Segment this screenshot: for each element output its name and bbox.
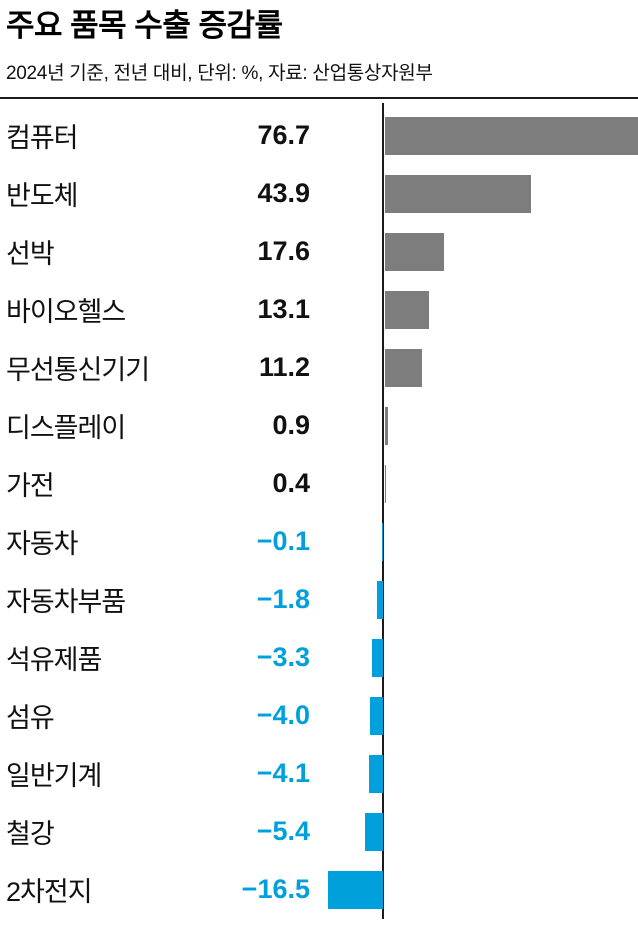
value-label: −5.4 — [256, 816, 310, 847]
value-label: −4.1 — [256, 758, 310, 789]
category-label: 자동차부품 — [6, 587, 126, 618]
zero-axis-line — [382, 102, 384, 919]
chart-row: 컴퓨터 76.7 — [0, 107, 638, 165]
bar-track — [310, 455, 638, 513]
chart-row: 자동차 −0.1 — [0, 513, 638, 571]
chart-subtitle: 2024년 기준, 전년 대비, 단위: %, 자료: 산업통상자원부 — [6, 62, 433, 84]
bar-track — [310, 165, 638, 223]
chart-title: 주요 품목 수출 증감률 — [6, 8, 283, 43]
value-label: 0.4 — [272, 468, 310, 499]
positive-bar — [385, 464, 387, 503]
negative-bar — [377, 580, 383, 619]
bar-track — [310, 861, 638, 919]
bar-track — [310, 513, 638, 571]
category-label: 디스플레이 — [6, 413, 126, 444]
chart-row: 선박 17.6 — [0, 223, 638, 281]
chart-row: 무선통신기기 11.2 — [0, 339, 638, 397]
header-divider — [0, 96, 638, 99]
bar-track — [310, 745, 638, 803]
bar-track — [310, 397, 638, 455]
value-label: −3.3 — [256, 642, 310, 673]
bar-track — [310, 107, 638, 165]
value-label: 43.9 — [257, 178, 310, 209]
positive-bar — [385, 116, 638, 155]
bar-track — [310, 629, 638, 687]
positive-bar — [385, 348, 423, 387]
negative-bar — [382, 522, 383, 561]
category-label: 일반기계 — [6, 761, 102, 792]
negative-bar — [372, 638, 383, 677]
category-label: 바이오헬스 — [6, 297, 126, 328]
chart-row: 2차전지 −16.5 — [0, 861, 638, 919]
positive-bar — [385, 232, 444, 271]
chart-row: 바이오헬스 13.1 — [0, 281, 638, 339]
category-label: 2차전지 — [6, 877, 93, 908]
value-label: 76.7 — [257, 120, 310, 151]
value-label: 11.2 — [258, 352, 310, 383]
category-label: 무선통신기기 — [6, 355, 150, 386]
bar-track — [310, 223, 638, 281]
category-label: 컴퓨터 — [6, 123, 79, 154]
category-label: 자동차 — [6, 529, 79, 560]
chart-row: 가전 0.4 — [0, 455, 638, 513]
bar-track — [310, 571, 638, 629]
value-label: −4.0 — [256, 700, 310, 731]
chart-row: 일반기계 −4.1 — [0, 745, 638, 803]
value-label: −0.1 — [256, 526, 310, 557]
positive-bar — [385, 174, 531, 213]
chart-row: 자동차부품 −1.8 — [0, 571, 638, 629]
chart-rows: 컴퓨터 76.7 반도체 43.9 선박 17.6 바이오헬스 13.1 무선통신기기 11.2 디… — [0, 107, 638, 919]
chart-header: 주요 품목 수출 증감률 2024년 기준, 전년 대비, 단위: %, 자료:… — [0, 0, 638, 85]
value-label: 13.1 — [257, 294, 310, 325]
negative-bar — [328, 870, 383, 909]
chart-row: 디스플레이 0.9 — [0, 397, 638, 455]
bar-track — [310, 687, 638, 745]
category-label: 철강 — [6, 819, 55, 850]
category-label: 섬유 — [6, 703, 55, 734]
value-label: 17.6 — [257, 236, 310, 267]
chart-row: 섬유 −4.0 — [0, 687, 638, 745]
bar-track — [310, 281, 638, 339]
chart-row: 철강 −5.4 — [0, 803, 638, 861]
chart-row: 석유제품 −3.3 — [0, 629, 638, 687]
negative-bar — [369, 754, 383, 793]
category-label: 석유제품 — [6, 645, 102, 676]
category-label: 가전 — [6, 471, 55, 502]
value-label: −16.5 — [241, 874, 310, 905]
positive-bar — [385, 406, 388, 445]
positive-bar — [385, 290, 429, 329]
negative-bar — [365, 812, 383, 851]
bar-chart: 컴퓨터 76.7 반도체 43.9 선박 17.6 바이오헬스 13.1 무선통신기기 11.2 디… — [0, 102, 638, 919]
chart-row: 반도체 43.9 — [0, 165, 638, 223]
value-label: 0.9 — [272, 410, 310, 441]
bar-track — [310, 803, 638, 861]
category-label: 선박 — [6, 239, 55, 270]
negative-bar — [369, 696, 383, 735]
category-label: 반도체 — [6, 181, 79, 212]
value-label: −1.8 — [256, 584, 310, 615]
bar-track — [310, 339, 638, 397]
